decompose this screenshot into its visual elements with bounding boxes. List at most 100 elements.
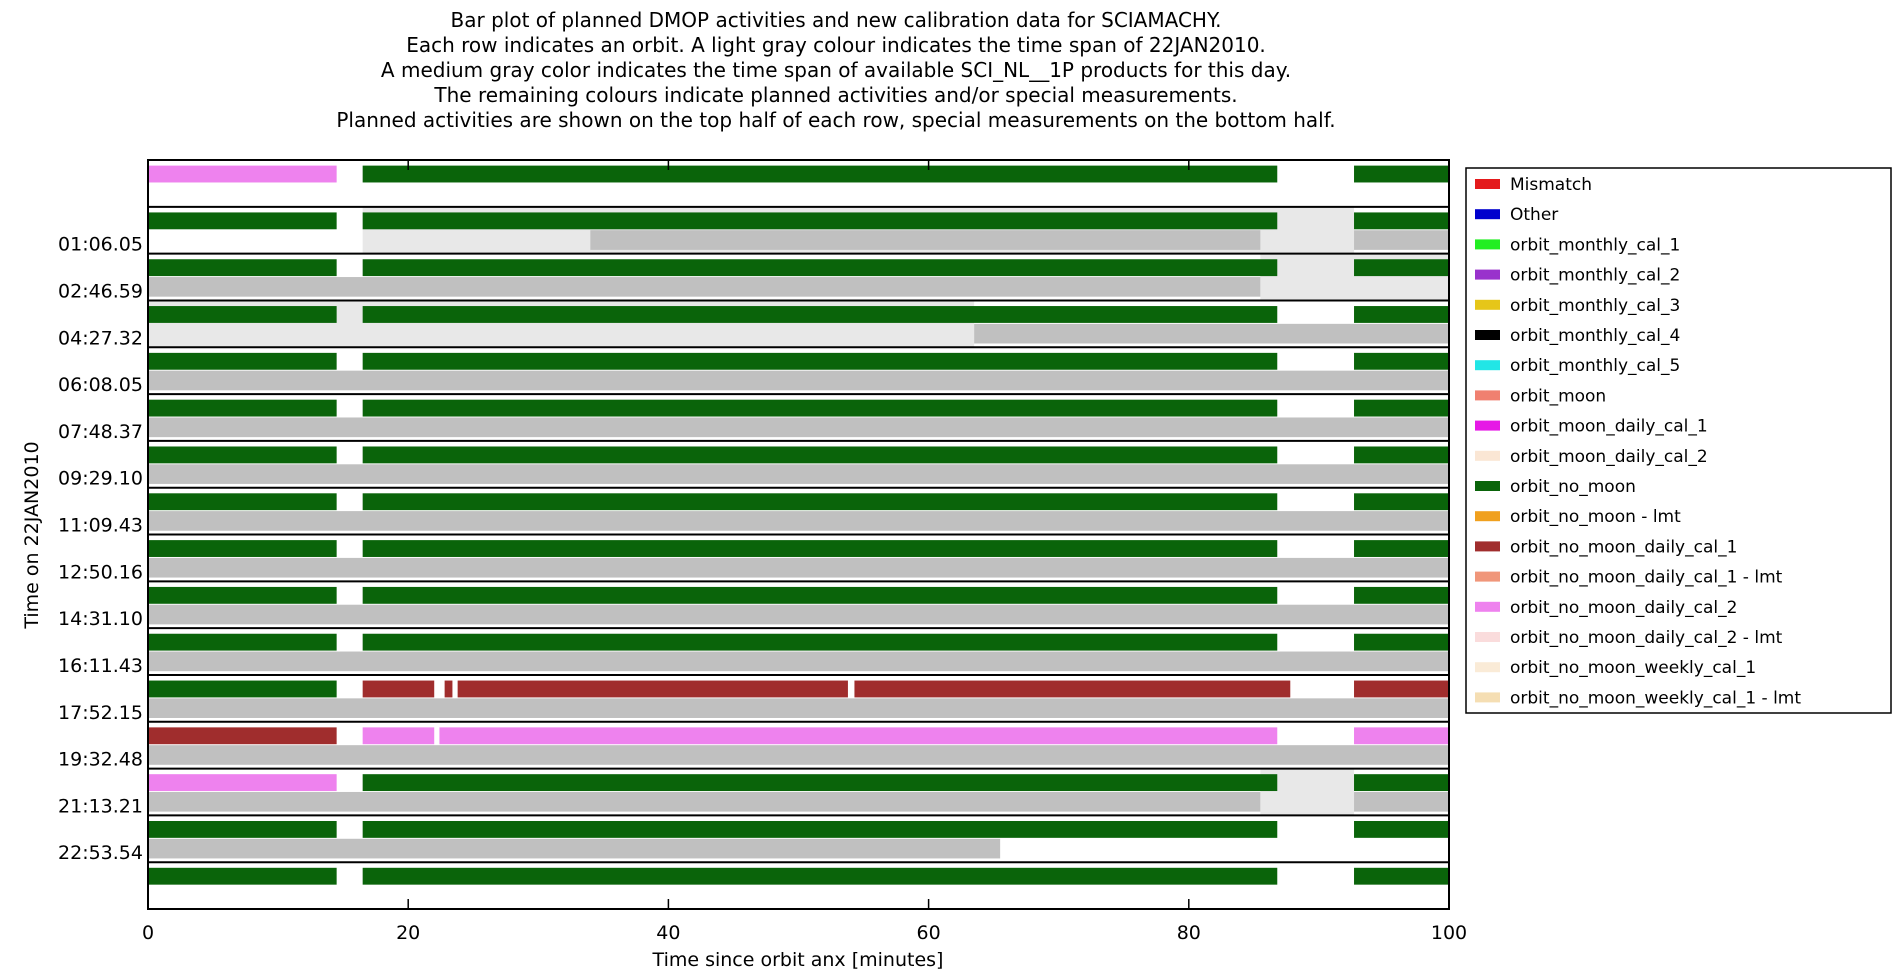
legend-label: orbit_no_moon_weekly_cal_1 - lmt [1510, 688, 1801, 708]
medium-gray-span [974, 323, 1449, 344]
y-tick-label: 06:08.05 [58, 374, 143, 396]
medium-gray-span [590, 230, 1261, 250]
legend-label: orbit_monthly_cal_1 [1510, 235, 1680, 255]
activity-bar [1354, 165, 1449, 183]
x-tick-label: 0 [142, 922, 154, 944]
activity-bar [1354, 586, 1449, 604]
activity-bar [1354, 306, 1449, 323]
activity-bar [148, 165, 337, 183]
activity-bar [1354, 446, 1449, 464]
x-tick-label: 100 [1431, 922, 1467, 944]
legend-swatch [1475, 632, 1500, 642]
legend-swatch [1475, 239, 1500, 250]
x-tick-label: 20 [396, 922, 420, 944]
activity-bar [439, 727, 1278, 745]
legend-swatch [1475, 481, 1500, 491]
legend-label: Other [1510, 205, 1558, 225]
medium-gray-span [148, 604, 1449, 625]
activity-bar [148, 820, 337, 838]
legend-swatch [1475, 269, 1500, 280]
medium-gray-span [148, 370, 1449, 391]
y-tick-label: 01:06.05 [58, 234, 143, 256]
legend-label: orbit_no_moon - lmt [1510, 507, 1681, 527]
activity-bar [148, 306, 337, 323]
legend-frame [1465, 167, 1892, 714]
activity-bar [1354, 820, 1449, 838]
medium-gray-span [148, 417, 1449, 438]
plot-frame [147, 159, 1450, 910]
y-tick-label: 22:53.54 [58, 842, 143, 864]
activity-bar [362, 165, 1278, 183]
medium-gray-span [148, 791, 1261, 812]
y-axis: 01:06.05 02:46.59 04:27.32 06:08.05 07:48.37… [58, 234, 143, 865]
legend-label: orbit_monthly_cal_4 [1510, 326, 1680, 346]
legend-label: orbit_no_moon_daily_cal_2 [1510, 598, 1737, 618]
activity-bar [362, 446, 1278, 464]
legend-label: orbit_monthly_cal_3 [1510, 296, 1680, 316]
medium-gray-span [148, 277, 1261, 297]
x-tick-label: 80 [1177, 922, 1201, 944]
activity-bar [1354, 212, 1449, 230]
activity-bar [148, 867, 337, 885]
activity-bar [362, 633, 1278, 651]
activity-bar [362, 540, 1278, 557]
activity-bar [148, 680, 337, 698]
activity-bar [362, 399, 1278, 417]
medium-gray-span [148, 745, 1449, 765]
activity-bar [148, 774, 337, 792]
activity-bar [362, 727, 435, 745]
activity-bar [1354, 259, 1449, 277]
activity-bar [1354, 399, 1449, 417]
legend-label: orbit_no_moon_daily_cal_1 [1510, 537, 1737, 557]
legend-swatch [1475, 541, 1500, 552]
legend-swatch [1475, 209, 1500, 220]
y-tick-label: 16:11.43 [58, 655, 143, 677]
medium-gray-span [148, 698, 1449, 719]
title-line-1: Bar plot of planned DMOP activities and … [451, 8, 1222, 32]
activity-bar [1354, 727, 1449, 745]
x-tick-label: 60 [917, 922, 941, 944]
medium-gray-span [1354, 230, 1449, 250]
legend-label: orbit_no_moon_daily_cal_2 - lmt [1510, 628, 1783, 648]
legend-swatch [1475, 390, 1500, 401]
legend-swatch [1475, 450, 1500, 461]
title-line-3: A medium gray color indicates the time s… [381, 58, 1291, 82]
y-axis-title: Time on 22JAN2010 [21, 441, 43, 629]
activity-bar [362, 259, 1278, 277]
legend-swatch [1475, 360, 1500, 371]
medium-gray-span [148, 838, 1001, 859]
y-tick-label: 12:50.16 [58, 561, 143, 583]
x-tick-label: 40 [656, 922, 680, 944]
activity-bar [362, 867, 1278, 885]
activity-bar [148, 399, 337, 417]
activity-bar [362, 493, 1278, 511]
activity-bar [148, 727, 337, 745]
y-tick-label: 09:29.10 [58, 468, 143, 490]
activity-bar [1354, 867, 1449, 885]
legend-label: orbit_no_moon [1510, 477, 1636, 497]
legend-swatch [1475, 299, 1500, 310]
legend-label: Mismatch [1510, 175, 1592, 195]
x-axis: 0 20 40 60 80 100 [142, 160, 1467, 944]
activity-bar [362, 586, 1278, 604]
activity-bar [148, 446, 337, 464]
activity-bar [362, 820, 1278, 838]
activity-bar [1354, 774, 1449, 792]
activity-bar [1354, 352, 1449, 370]
activity-bar [444, 680, 453, 698]
legend-swatch [1475, 420, 1500, 431]
y-tick-label: 19:32.48 [58, 749, 143, 771]
activity-bar [854, 680, 1291, 698]
row-separators [148, 205, 1449, 864]
title-line-4: The remaining colours indicate planned a… [433, 83, 1237, 107]
activity-bar [148, 493, 337, 511]
legend-swatch [1475, 511, 1500, 522]
title-line-2: Each row indicates an orbit. A light gra… [406, 33, 1266, 57]
legend-swatch [1475, 601, 1500, 612]
y-tick-label: 21:13.21 [58, 795, 143, 817]
activity-bar [1354, 680, 1449, 698]
activity-bar [362, 212, 1278, 230]
chart-title: Bar plot of planned DMOP activities and … [336, 8, 1335, 132]
x-axis-title: Time since orbit anx [minutes] [652, 949, 944, 971]
